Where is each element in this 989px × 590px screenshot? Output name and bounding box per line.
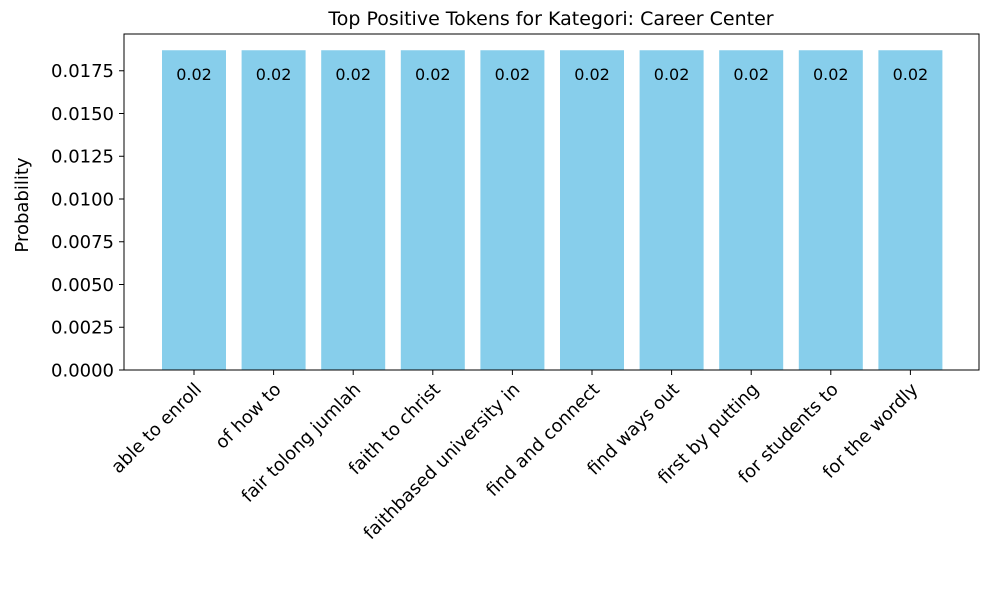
bar-4 xyxy=(400,50,465,371)
y-tick-label: 0.0075 xyxy=(51,232,114,253)
chart-title: Top Positive Tokens for Kategori: Career… xyxy=(327,8,773,30)
bar-9 xyxy=(798,50,863,371)
y-tick-label: 0.0175 xyxy=(51,61,114,82)
bar-value-label: 0.02 xyxy=(654,65,690,84)
y-tick-label: 0.0125 xyxy=(51,147,114,168)
bar-value-label: 0.02 xyxy=(256,65,292,84)
bar-value-label: 0.02 xyxy=(335,65,371,84)
bar-value-label: 0.02 xyxy=(495,65,531,84)
y-tick-label: 0.0025 xyxy=(51,318,114,339)
plot-area-frame xyxy=(123,33,980,371)
bar-value-label: 0.02 xyxy=(415,65,451,84)
x-tick-label: able to enroll xyxy=(107,379,206,478)
bar-value-label: 0.02 xyxy=(813,65,849,84)
y-tick-label: 0.0050 xyxy=(51,275,114,296)
bar-6 xyxy=(560,50,624,371)
bar-10 xyxy=(878,50,943,371)
x-tick-label: of how to xyxy=(211,379,285,453)
x-tick-label: faithbased university in xyxy=(360,379,525,544)
y-tick-label: 0.0100 xyxy=(51,189,114,210)
bar-value-label: 0.02 xyxy=(893,65,929,84)
data-labels-group: 0.02 0.02 0.02 0.02 0.02 0.02 0.02 0.02 0.02 0.02 xyxy=(176,65,928,84)
bar-value-label: 0.02 xyxy=(574,65,610,84)
bar-5 xyxy=(480,50,545,371)
y-axis-title: Probability xyxy=(12,157,33,252)
bar-value-label: 0.02 xyxy=(733,65,769,84)
bar-1 xyxy=(162,50,226,371)
y-axis-ticks: 0.0000 0.0025 0.0050 0.0075 0.0100 0.0125 0.01… xyxy=(51,61,124,381)
y-tick-label: 0.0150 xyxy=(51,104,114,125)
bar-7 xyxy=(639,50,704,371)
bar-8 xyxy=(719,50,784,371)
bar-value-label: 0.02 xyxy=(176,65,212,84)
bars-group xyxy=(162,50,943,371)
bar-2 xyxy=(241,50,306,371)
y-tick-label: 0.0000 xyxy=(51,360,114,381)
bar-3 xyxy=(321,50,386,371)
